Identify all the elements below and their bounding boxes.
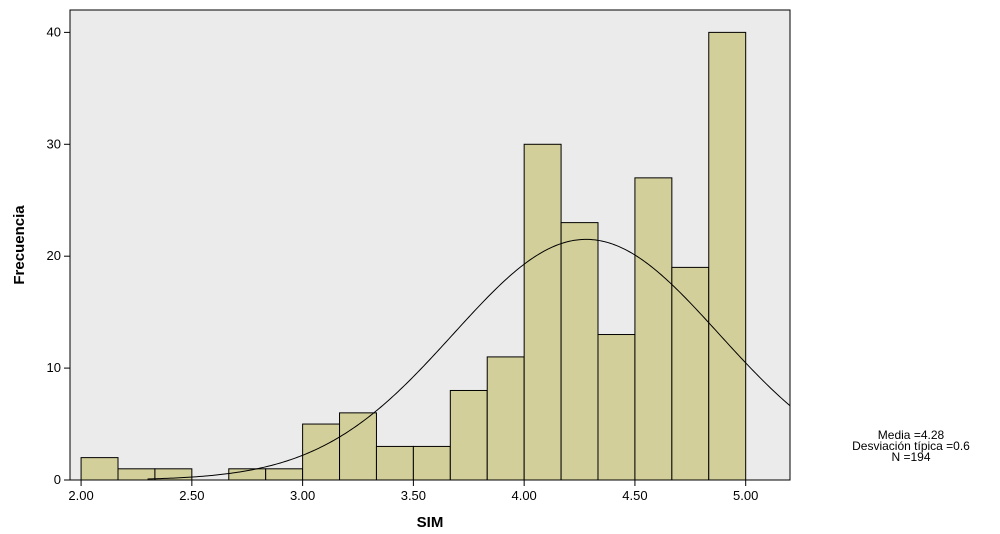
histogram-bar: [80, 457, 119, 481]
stats-mean: Media =4.28: [877, 430, 945, 442]
y-tick-label: 10: [47, 360, 61, 375]
histogram-bar: [560, 222, 599, 481]
y-tick-label: 20: [47, 248, 61, 263]
x-tick-label: 2.50: [179, 488, 204, 503]
y-axis: 0 10 20 30 40: [47, 24, 70, 487]
x-tick-label: 3.00: [290, 488, 315, 503]
histogram-bar: [375, 445, 414, 481]
histogram-bar: [412, 445, 451, 481]
histogram-bar: [671, 266, 710, 481]
y-tick-label: 0: [54, 472, 61, 487]
histogram-bar: [523, 143, 562, 481]
histogram-bar: [708, 31, 747, 481]
x-tick-label: 2.00: [68, 488, 93, 503]
histogram-bar: [597, 334, 636, 481]
stats-n: N =194: [891, 450, 931, 463]
x-axis-title: SIM: [417, 514, 444, 531]
x-tick-label: 5.00: [733, 488, 758, 503]
histogram-bar: [339, 412, 377, 481]
histogram-bar: [302, 423, 341, 481]
histogram-bar: [117, 468, 156, 481]
histogram-bar: [154, 468, 193, 481]
x-tick-label: 4.00: [511, 488, 536, 503]
x-axis: 2.00 2.50 3.00 3.50 4.00 4.50 5.00: [68, 480, 758, 503]
histogram-bar: [449, 389, 488, 481]
bars: [80, 31, 747, 481]
histogram-bar: [486, 356, 525, 481]
y-tick-label: 40: [47, 24, 61, 39]
normal-curve: [147, 238, 791, 480]
histogram-bar: [634, 177, 673, 481]
x-tick-label: 4.50: [622, 488, 647, 503]
y-tick-label: 30: [47, 136, 61, 151]
histogram-bar: [265, 468, 304, 481]
stats-std: Desviación típica =0.6: [852, 439, 970, 453]
y-axis-title: Frecuencia: [11, 205, 28, 285]
stats-box: Media =4.28 Desviación típica =0.6 N =19…: [822, 430, 1000, 463]
x-tick-label: 3.50: [401, 488, 426, 503]
